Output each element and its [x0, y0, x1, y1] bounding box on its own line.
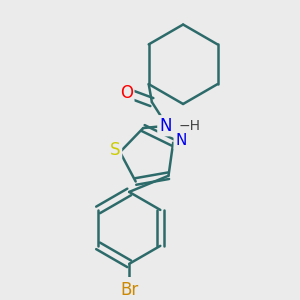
- Text: N: N: [159, 117, 171, 135]
- Text: Br: Br: [120, 281, 138, 299]
- Text: S: S: [110, 141, 121, 159]
- Text: −H: −H: [178, 119, 200, 133]
- Text: O: O: [120, 84, 133, 102]
- Text: N: N: [175, 133, 186, 148]
